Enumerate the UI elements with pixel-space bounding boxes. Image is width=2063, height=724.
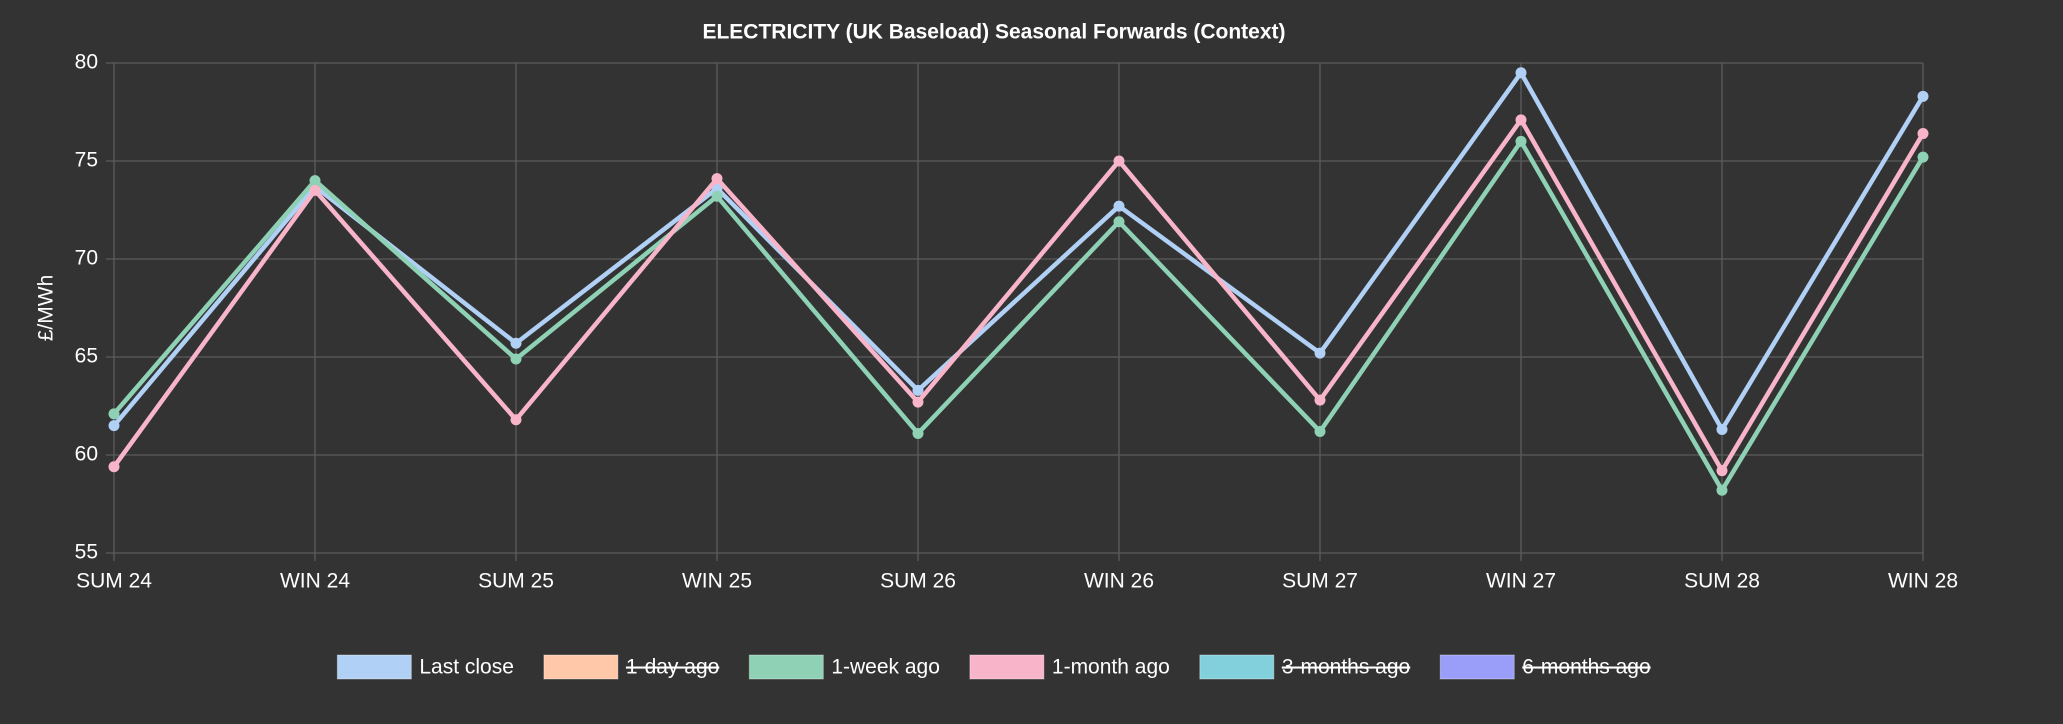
x-tick-label: WIN 24 bbox=[280, 570, 350, 593]
data-point bbox=[1917, 90, 1929, 102]
data-point bbox=[1917, 151, 1929, 163]
data-point bbox=[1113, 216, 1125, 228]
data-point bbox=[1515, 135, 1527, 147]
x-tick-label: SUM 26 bbox=[880, 570, 956, 593]
data-point bbox=[711, 182, 723, 194]
series-line bbox=[112, 117, 1925, 473]
data-point bbox=[1314, 347, 1326, 359]
x-tick-label: WIN 27 bbox=[1486, 570, 1556, 593]
x-tick-label: WIN 25 bbox=[682, 570, 752, 593]
legend-swatch bbox=[336, 654, 412, 680]
legend-item[interactable]: 6-months ago bbox=[1439, 654, 1651, 680]
legend-item[interactable]: 1-day ago bbox=[543, 654, 719, 680]
data-point bbox=[1314, 425, 1326, 437]
data-point bbox=[510, 337, 522, 349]
y-tick-label: 55 bbox=[75, 541, 98, 564]
x-tick-label: SUM 25 bbox=[478, 570, 554, 593]
data-point bbox=[309, 175, 321, 187]
legend-label: Last close bbox=[419, 656, 514, 679]
data-point bbox=[1716, 424, 1728, 436]
y-tick-label: 65 bbox=[75, 345, 98, 368]
data-point bbox=[108, 461, 120, 473]
data-point bbox=[510, 414, 522, 426]
series-line bbox=[112, 139, 1925, 493]
legend-item[interactable]: 1-week ago bbox=[748, 654, 940, 680]
data-point bbox=[1515, 114, 1527, 126]
data-point bbox=[108, 408, 120, 420]
data-point bbox=[1314, 394, 1326, 406]
y-tick-label: 70 bbox=[75, 247, 98, 270]
data-point bbox=[912, 427, 924, 439]
data-point bbox=[711, 173, 723, 185]
data-point bbox=[1716, 484, 1728, 496]
data-point bbox=[1515, 67, 1527, 79]
legend-label: 3-months ago bbox=[1282, 656, 1410, 679]
data-point bbox=[1917, 128, 1929, 140]
legend-label: 1-month ago bbox=[1052, 656, 1170, 679]
data-point bbox=[711, 190, 723, 202]
legend-swatch bbox=[1439, 654, 1515, 680]
x-tick-label: SUM 27 bbox=[1282, 570, 1358, 593]
data-point bbox=[309, 184, 321, 196]
legend-swatch bbox=[543, 654, 619, 680]
legend-item[interactable]: 1-month ago bbox=[969, 654, 1170, 680]
data-point bbox=[510, 353, 522, 365]
y-tick-label: 80 bbox=[75, 51, 98, 74]
legend-swatch bbox=[748, 654, 824, 680]
legend-label: 6-months ago bbox=[1522, 656, 1650, 679]
y-tick-label: 60 bbox=[75, 443, 98, 466]
legend-item[interactable]: Last close bbox=[336, 654, 514, 680]
legend-item[interactable]: 3-months ago bbox=[1199, 654, 1410, 680]
chart-title: ELECTRICITY (UK Baseload) Seasonal Forwa… bbox=[702, 21, 1285, 44]
legend-label: 1-day ago bbox=[626, 656, 719, 679]
y-tick-label: 75 bbox=[75, 149, 98, 172]
legend-label: 1-week ago bbox=[831, 656, 940, 679]
legend-swatch bbox=[969, 654, 1045, 680]
y-axis-label: £/MWh bbox=[35, 275, 58, 342]
data-point bbox=[108, 420, 120, 432]
series-line bbox=[112, 70, 1925, 432]
x-tick-label: SUM 28 bbox=[1684, 570, 1760, 593]
x-tick-label: WIN 26 bbox=[1084, 570, 1154, 593]
data-point bbox=[912, 396, 924, 408]
data-point bbox=[1113, 200, 1125, 212]
x-tick-label: WIN 28 bbox=[1888, 570, 1958, 593]
legend-swatch bbox=[1199, 654, 1275, 680]
data-point bbox=[1113, 155, 1125, 167]
data-point bbox=[912, 384, 924, 396]
x-tick-label: SUM 24 bbox=[76, 570, 152, 593]
data-point bbox=[1716, 465, 1728, 477]
